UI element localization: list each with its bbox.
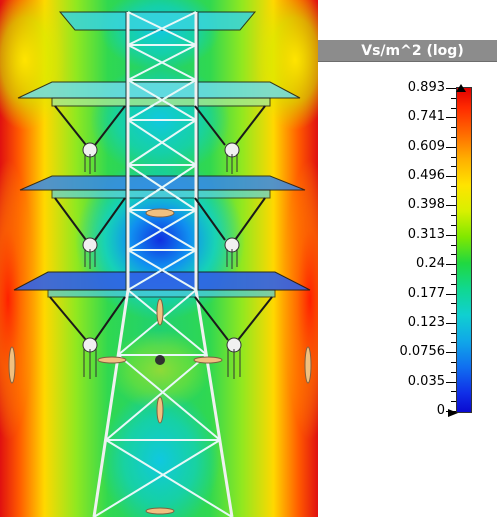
- legend-minor-tick: [451, 313, 456, 315]
- legend-tick-mark: [446, 293, 456, 295]
- max-marker-icon: [456, 84, 466, 92]
- legend-tick-label: 0.313: [407, 226, 445, 242]
- legend-minor-tick: [451, 127, 456, 129]
- legend-minor-tick: [451, 225, 456, 227]
- legend-tick-label: 0: [436, 403, 445, 418]
- legend-tick-label: 0.035: [407, 373, 445, 389]
- legend-tick-label: 0.177: [407, 285, 445, 301]
- legend-tick-mark: [446, 205, 456, 207]
- legend-tick-mark: [446, 381, 456, 383]
- legend-tick-label: 0.893: [407, 80, 445, 95]
- field-plot-viewport[interactable]: [0, 0, 318, 517]
- legend-minor-tick: [451, 362, 456, 364]
- insulator-string-icon: [82, 142, 242, 379]
- legend-minor-tick: [451, 254, 456, 256]
- legend-minor-tick: [451, 195, 456, 197]
- legend-body: 0.893 0.741 0.609 0.496 0.398 0.313 0.24 0.177 0…: [318, 62, 497, 420]
- legend-minor-tick: [451, 107, 456, 109]
- colorbar: [456, 87, 472, 413]
- legend-tick-label: 0.741: [407, 109, 445, 125]
- legend-minor-tick: [451, 401, 456, 403]
- color-legend: Vs/m^2 (log) 0.893 0.741 0.609 0.496 0.398 0.…: [318, 40, 497, 420]
- legend-minor-tick: [451, 332, 456, 334]
- legend-tick-mark: [446, 264, 456, 266]
- field-plot-svg: [0, 0, 318, 517]
- legend-minor-tick: [451, 273, 456, 275]
- legend-tick-mark: [446, 176, 456, 178]
- legend-minor-tick: [451, 303, 456, 305]
- lattice-tower-icon: [13, 11, 311, 517]
- legend-minor-tick: [451, 97, 456, 99]
- legend-minor-tick: [451, 342, 456, 344]
- legend-tick-label: 0.398: [407, 197, 445, 213]
- legend-minor-tick: [451, 215, 456, 217]
- field-region: [110, 330, 210, 410]
- legend-tick-mark: [446, 117, 456, 119]
- legend-tick-mark: [446, 88, 456, 89]
- legend-minor-tick: [451, 166, 456, 168]
- field-region: [100, 390, 220, 517]
- legend-tick-mark: [446, 352, 456, 354]
- legend-tick-label: 0.123: [407, 314, 445, 330]
- legend-minor-tick: [451, 244, 456, 246]
- field-region: [0, 160, 34, 440]
- legend-tick-label: 0.609: [407, 138, 445, 154]
- legend-tick-label: 0.24: [416, 256, 445, 272]
- legend-marker-layer: [448, 84, 466, 417]
- legend-minor-tick: [451, 185, 456, 187]
- legend-title: Vs/m^2 (log): [318, 40, 497, 62]
- legend-minor-tick: [451, 136, 456, 138]
- tower-node: [155, 355, 165, 365]
- legend-tick-label: 0.0756: [399, 344, 446, 360]
- legend-tick-mark: [446, 234, 456, 236]
- min-marker-icon: [448, 409, 458, 417]
- field-arrow-icon: [8, 208, 312, 515]
- legend-minor-tick: [451, 283, 456, 285]
- legend-minor-tick: [451, 371, 456, 373]
- legend-tick-mark: [446, 146, 456, 148]
- legend-minor-tick: [451, 156, 456, 158]
- legend-minor-tick: [451, 391, 456, 393]
- legend-tick-mark: [446, 322, 456, 324]
- legend-tick-label: 0.496: [407, 168, 445, 184]
